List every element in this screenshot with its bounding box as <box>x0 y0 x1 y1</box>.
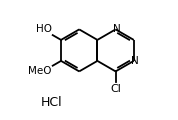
Text: HO: HO <box>36 24 51 34</box>
Text: HCl: HCl <box>41 96 63 108</box>
Text: Cl: Cl <box>110 84 121 94</box>
Text: N: N <box>113 24 121 34</box>
Text: MeO: MeO <box>28 66 51 76</box>
Text: N: N <box>131 56 139 66</box>
